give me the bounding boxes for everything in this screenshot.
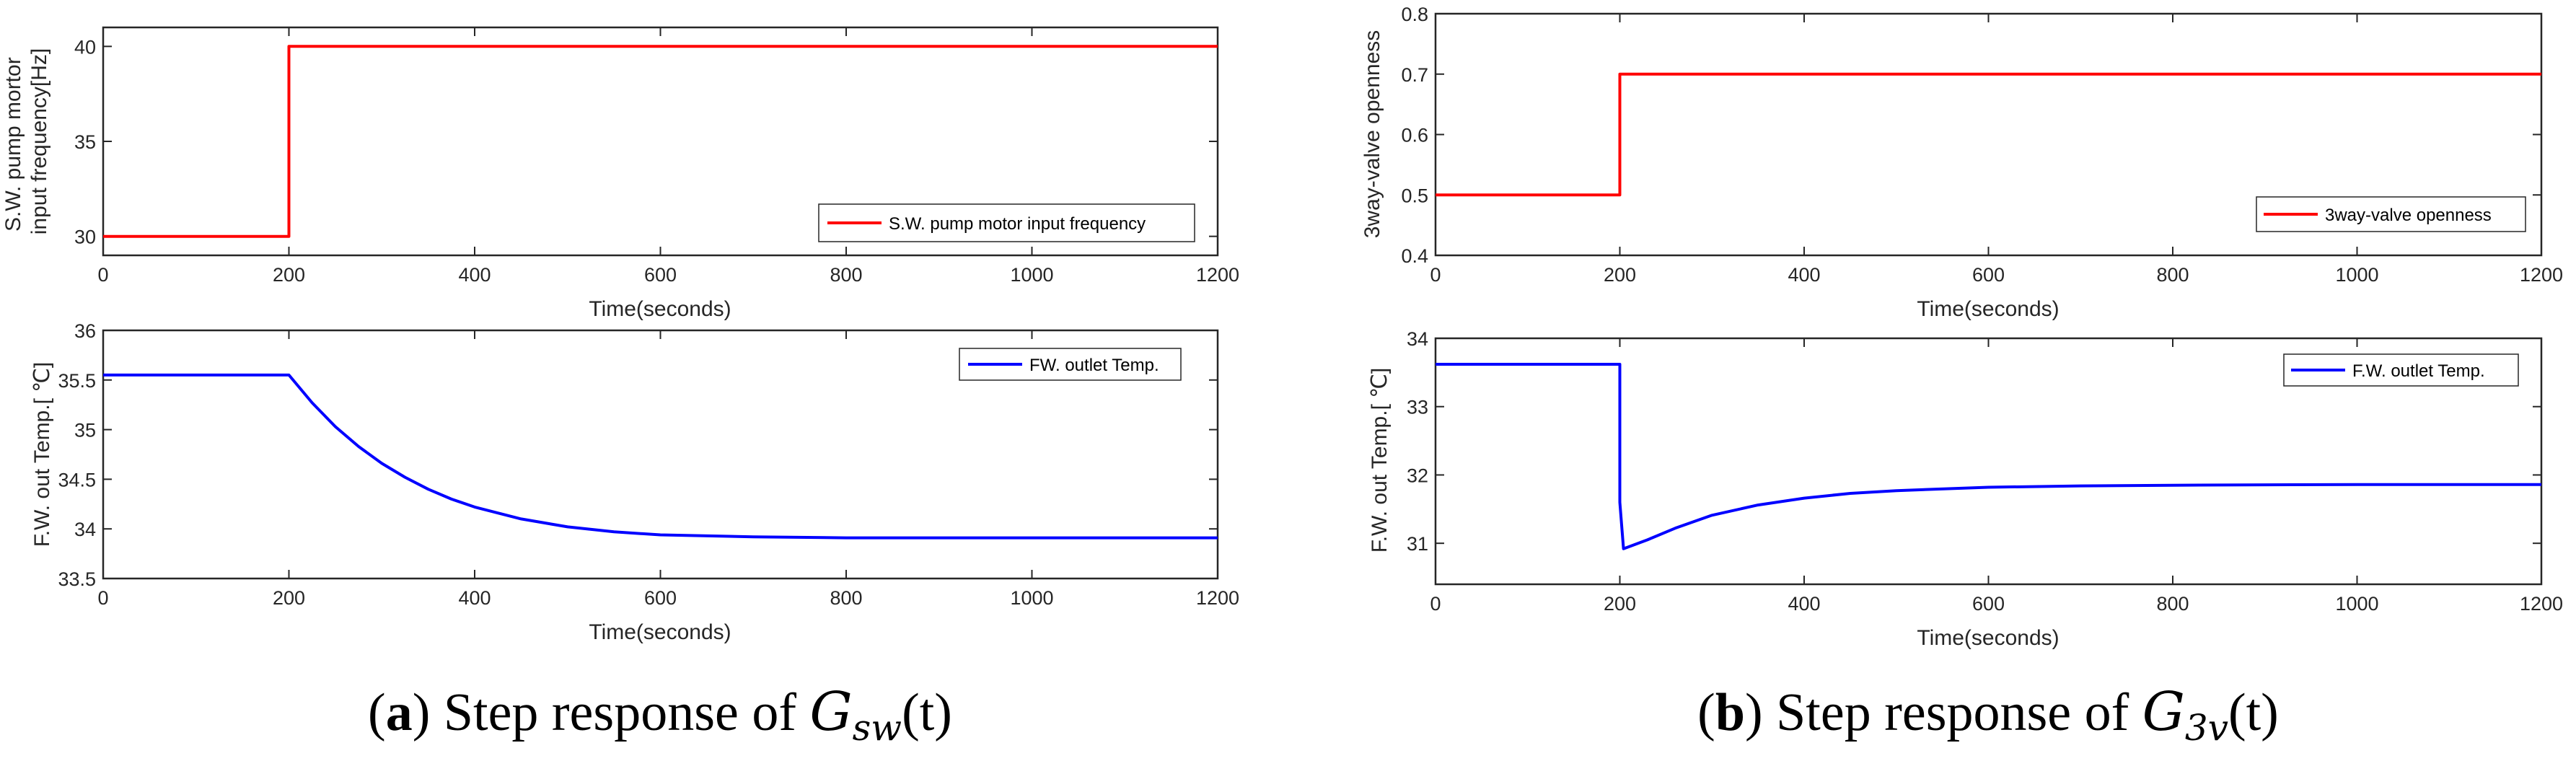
y-tick-label: 34: [1407, 328, 1428, 350]
y-tick-label: 40: [74, 36, 96, 58]
x-tick-label: 1200: [1196, 587, 1239, 609]
chart-b-top: 0 200 400 600 800 1000 1200 0.4 0.5 0.6 0.7 0.8 Ti…: [1360, 4, 2563, 321]
y-axis-label: F.W. out Temp.[ ℃]: [1368, 368, 1392, 553]
x-tick-label: 200: [1604, 593, 1636, 615]
x-tick-label: 400: [1788, 264, 1820, 286]
y-tick-label: 36: [74, 320, 96, 342]
x-tick-label: 0: [1430, 264, 1441, 286]
legend: F.W. outlet Temp.: [2283, 353, 2519, 387]
x-tick-label: 400: [458, 587, 491, 609]
series-lines: [1436, 72, 2541, 197]
x-tick-label: 1000: [2335, 593, 2378, 615]
x-tick-label: 1000: [1010, 587, 1053, 609]
chart-a-bottom: 0 200 400 600 800 1000 1200 33.5 34 34.5 35 35.5 36…: [30, 320, 1239, 644]
x-tick-label: 800: [830, 264, 862, 286]
x-tick-label: 0: [97, 264, 108, 286]
x-tick-label: 400: [458, 264, 491, 286]
y-tick-label: 33: [1407, 397, 1428, 418]
x-axis-ticks: 0 200 400 600 800 1000 1200: [97, 330, 1239, 609]
y-axis-ticks: 0.4 0.5 0.6 0.7 0.8: [1401, 4, 2541, 267]
legend: 3way-valve openness: [2256, 196, 2526, 232]
y-tick-label: 33.5: [58, 568, 96, 590]
y-tick-label: 30: [74, 226, 96, 248]
x-tick-label: 1200: [1196, 264, 1239, 286]
y-axis-ticks: 33.5 34 34.5 35 35.5 36: [58, 320, 1218, 590]
x-tick-label: 600: [644, 587, 677, 609]
x-tick-label: 400: [1788, 593, 1820, 615]
y-tick-label: 31: [1407, 533, 1428, 555]
legend-label: FW. outlet Temp.: [1029, 356, 1159, 375]
y-tick-label: 0.8: [1401, 4, 1428, 25]
y-tick-label: 34.5: [58, 469, 96, 491]
legend: FW. outlet Temp.: [959, 348, 1182, 381]
y-axis-label: 3way-valve openness: [1360, 30, 1384, 239]
series-lines: [1436, 363, 2541, 550]
chart-a-top: 0 200 400 600 800 1000 1200 30 35 40 Time(second…: [1, 26, 1239, 321]
x-tick-label: 1200: [2520, 593, 2563, 615]
x-axis-label: Time(seconds): [1917, 626, 2059, 650]
x-tick-label: 800: [2156, 593, 2189, 615]
x-tick-label: 800: [830, 587, 862, 609]
legend-label: S.W. pump motor input frequency: [889, 214, 1146, 234]
x-tick-label: 800: [2156, 264, 2189, 286]
x-axis-ticks: 0 200 400 600 800 1000 1200: [1430, 338, 2563, 615]
x-tick-label: 600: [1972, 264, 2005, 286]
x-tick-label: 200: [1604, 264, 1636, 286]
chart-b-bottom: 0 200 400 600 800 1000 1200 31 32 33 34 Time(seco…: [1368, 328, 2563, 650]
series-line: [103, 45, 1218, 238]
y-tick-label: 34: [74, 519, 96, 540]
y-tick-label: 35: [74, 131, 96, 153]
series-lines: [103, 45, 1218, 238]
legend-box: [959, 348, 1182, 381]
y-tick-label: 0.7: [1401, 64, 1428, 86]
x-tick-label: 1000: [1010, 264, 1053, 286]
x-axis-ticks: 0 200 400 600 800 1000 1200: [97, 27, 1239, 286]
x-tick-label: 0: [1430, 593, 1441, 615]
y-tick-label: 32: [1407, 465, 1428, 486]
x-tick-label: 600: [1972, 593, 2005, 615]
legend-label: F.W. outlet Temp.: [2352, 361, 2485, 381]
y-tick-label: 35.5: [58, 370, 96, 392]
caption-b: (b) Step response of G3v(t): [1697, 681, 2279, 749]
series-line: [103, 373, 1218, 540]
x-tick-label: 1000: [2335, 264, 2378, 286]
series-lines: [103, 373, 1218, 540]
legend-label: 3way-valve openness: [2325, 206, 2492, 225]
y-tick-label: 35: [74, 420, 96, 441]
x-tick-label: 600: [644, 264, 677, 286]
series-line: [1436, 72, 2541, 197]
x-tick-label: 200: [273, 587, 305, 609]
x-tick-label: 0: [97, 587, 108, 609]
x-axis-label: Time(seconds): [589, 620, 731, 644]
y-axis-label: S.W. pump mortor input frequency[Hz]: [1, 48, 51, 234]
caption-a: (a) Step response of Gsw(t): [368, 681, 952, 749]
legend: S.W. pump motor input frequency: [818, 203, 1195, 242]
y-tick-label: 0.4: [1401, 245, 1428, 267]
x-tick-label: 200: [273, 264, 305, 286]
x-tick-label: 1200: [2520, 264, 2563, 286]
y-tick-label: 0.6: [1401, 125, 1428, 146]
x-axis-label: Time(seconds): [589, 297, 731, 321]
y-axis-label: F.W. out Temp.[ ℃]: [30, 362, 54, 547]
series-line: [1436, 363, 2541, 550]
x-axis-ticks: 0 200 400 600 800 1000 1200: [1430, 14, 2563, 286]
y-axis-ticks: 31 32 33 34: [1407, 328, 2541, 555]
y-tick-label: 0.5: [1401, 185, 1428, 206]
x-axis-label: Time(seconds): [1917, 297, 2059, 321]
